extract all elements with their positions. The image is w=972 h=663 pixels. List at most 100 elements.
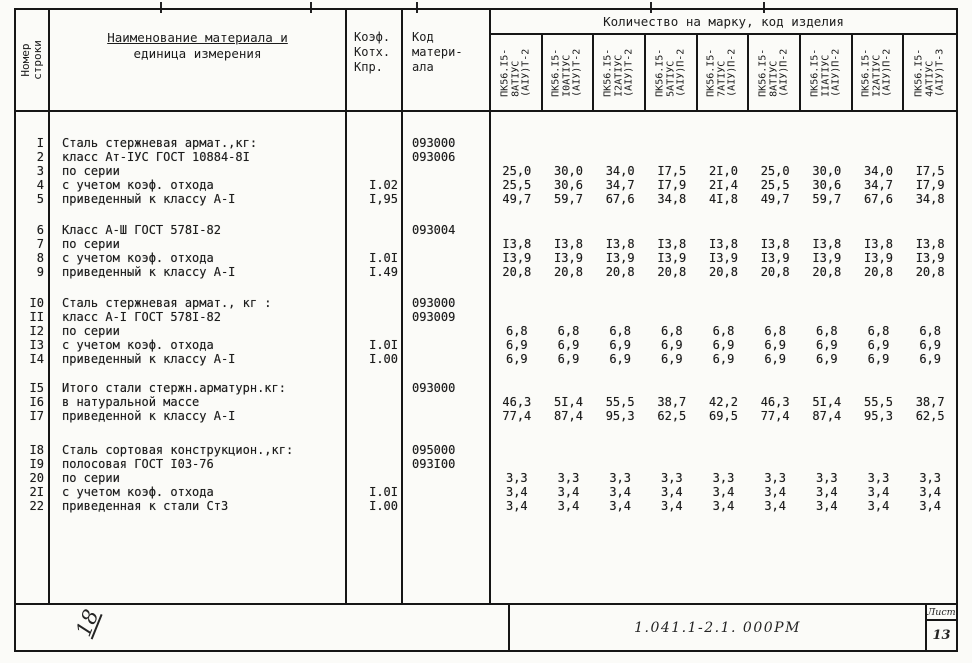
value-cell: 3,4 (609, 485, 631, 499)
koef-cell (347, 223, 403, 237)
material-name-cell: приведенная к стали Ст3 (62, 499, 229, 513)
registration-tick (416, 2, 418, 13)
value-cell: 6,8 (712, 324, 735, 338)
table-row: 22 приведенная к стали Ст3 I.00 3,4 3,4 3,4 3,… (16, 499, 956, 513)
value-cell (594, 381, 646, 395)
value-cell: 30,6 (812, 178, 842, 192)
value-cell: I3,9 (657, 251, 687, 265)
value-cell (594, 310, 646, 324)
value-cell: 2I,0 (709, 164, 738, 178)
value-cell (698, 381, 750, 395)
product-column-header: ПК56.I5- 7АТIУС (АIУ)П-2 (698, 35, 750, 110)
value-cell (646, 457, 698, 471)
value-cell: 6,9 (609, 352, 631, 366)
value-cell: I3,8 (657, 237, 687, 251)
value-cell: 6,8 (867, 324, 890, 338)
value-cell: 3,3 (764, 471, 786, 485)
value-cell: 6,9 (764, 338, 786, 352)
value-cell: 6,9 (505, 338, 528, 352)
value-cell: 6,8 (764, 324, 786, 338)
value-cell: 20,8 (812, 265, 842, 279)
value-cell: I7,5 (657, 164, 687, 178)
value-cell (904, 381, 956, 395)
value-cell: 62,5 (657, 409, 687, 423)
value-cell (594, 457, 646, 471)
code-cell (403, 178, 491, 192)
koef-cell (347, 381, 403, 395)
value-cell (853, 310, 905, 324)
material-name-cell: Итого стали стержн.арматурн.кг: (62, 381, 286, 395)
value-cell (853, 136, 905, 150)
value-cell: 20,8 (915, 265, 945, 279)
material-name-header: Наименование материала и единица измерен… (50, 10, 347, 110)
value-cell: 38,7 (915, 395, 945, 409)
value-cell: 3,4 (712, 485, 735, 499)
registration-tick (310, 2, 312, 13)
value-cell: 6,9 (557, 352, 580, 366)
koef-header-line1: Коэф. (354, 30, 391, 44)
value-cell (491, 223, 543, 237)
material-name-cell: класс А-I ГОСТ 578I-82 (62, 310, 221, 324)
table-row: I5 Итого стали стержн.арматурн.кг: 093000 (16, 381, 956, 395)
value-cell: 34,7 (605, 178, 635, 192)
value-cell (491, 136, 543, 150)
value-cell: 6,8 (557, 324, 580, 338)
code-cell (403, 237, 491, 251)
value-cell: 55,5 (605, 395, 635, 409)
value-cell (491, 150, 543, 164)
value-cell: I3,8 (605, 237, 635, 251)
table-row: 6 Класс А-Ш ГОСТ 578I-82 093004 (16, 223, 956, 237)
value-cell: I3,8 (502, 237, 532, 251)
koef-header-line2: Котх. (354, 45, 391, 59)
koef-cell (347, 310, 403, 324)
value-cell (698, 150, 750, 164)
row-number-cell: I5 (29, 381, 44, 395)
value-cell (853, 443, 905, 457)
value-cell: 3,4 (712, 499, 735, 513)
value-cell: 3,4 (557, 499, 580, 513)
value-cell: 3,4 (609, 499, 631, 513)
value-cell (594, 150, 646, 164)
value-cell: 20,8 (554, 265, 583, 279)
value-cell: 3,3 (557, 471, 580, 485)
value-cell (749, 457, 801, 471)
code-cell (403, 471, 491, 485)
code-cell: 093009 (412, 310, 456, 324)
table-row: 3 по серии 25,0 30,0 34,0 I7,5 2I,0 25,0 30,0 34,… (16, 164, 956, 178)
row-number-cell: 6 (36, 223, 44, 237)
material-name-cell: Сталь стержневая армат.,кг: (62, 136, 258, 150)
code-cell: 093004 (412, 223, 456, 237)
value-cell (543, 223, 595, 237)
value-cell: 20,8 (502, 265, 532, 279)
value-cell (904, 223, 956, 237)
value-cell: 87,4 (554, 409, 583, 423)
product-column-header: ПК56.I5- 5АТIУС (АIУ)П-2 (646, 35, 698, 110)
value-cell: 25,5 (760, 178, 790, 192)
value-cell: 3,3 (712, 471, 735, 485)
value-cell: I7,9 (657, 178, 687, 192)
value-cell: 6,9 (815, 352, 838, 366)
value-cell: 6,8 (609, 324, 631, 338)
value-cell: 3,3 (505, 471, 528, 485)
row-number-cell: I9 (29, 457, 44, 471)
table-row: 4 с учетом коэф. отхода I.02 25,5 30,6 34,7 I7… (16, 178, 956, 192)
value-cell (543, 381, 595, 395)
value-cell: 6,9 (660, 338, 683, 352)
value-cell (646, 223, 698, 237)
koef-header-line3: Кпр. (354, 60, 383, 74)
row-number-cell: 5 (36, 192, 44, 206)
value-cell (491, 443, 543, 457)
registration-tick (160, 2, 162, 13)
koef-cell: I.0I (369, 338, 398, 352)
value-cell: 20,8 (760, 265, 790, 279)
product-column-label: ПК56.I5- 8АТIУС (АIУ)Т-2 (499, 48, 532, 97)
value-cell (698, 443, 750, 457)
value-cell: 6,8 (919, 324, 941, 338)
material-code-header: Код матери- ала (403, 10, 491, 110)
value-cell: 77,4 (760, 409, 790, 423)
value-cell: 3,3 (815, 471, 838, 485)
value-cell: 6,9 (557, 338, 580, 352)
value-cell: 6,8 (505, 324, 528, 338)
koef-cell (347, 324, 403, 338)
